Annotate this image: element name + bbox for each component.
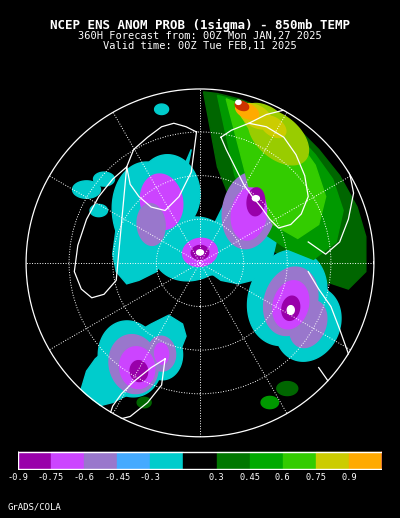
Polygon shape xyxy=(315,230,336,261)
Text: 0.6: 0.6 xyxy=(275,473,291,482)
Text: NCEP ENS ANOM PROB (1sigma) - 850mb TEMP: NCEP ENS ANOM PROB (1sigma) - 850mb TEMP xyxy=(50,19,350,32)
Polygon shape xyxy=(243,104,290,143)
Bar xyxy=(283,452,316,469)
Bar xyxy=(18,452,382,469)
FancyArrow shape xyxy=(382,452,396,470)
Polygon shape xyxy=(276,287,341,361)
Polygon shape xyxy=(154,343,169,364)
Polygon shape xyxy=(141,327,182,380)
Polygon shape xyxy=(112,162,190,266)
Polygon shape xyxy=(252,196,259,201)
Text: -0.3: -0.3 xyxy=(140,473,161,482)
Text: 0.75: 0.75 xyxy=(305,473,326,482)
Polygon shape xyxy=(231,188,266,240)
Polygon shape xyxy=(204,92,366,289)
Bar xyxy=(51,452,84,469)
FancyArrow shape xyxy=(4,452,18,470)
Polygon shape xyxy=(113,149,191,284)
Polygon shape xyxy=(196,250,204,255)
Polygon shape xyxy=(90,205,108,217)
Text: Valid time: 00Z Tue FEB,11 2025: Valid time: 00Z Tue FEB,11 2025 xyxy=(103,41,297,51)
Polygon shape xyxy=(140,174,183,229)
Text: 0.45: 0.45 xyxy=(239,473,260,482)
Bar xyxy=(117,452,150,469)
Polygon shape xyxy=(261,396,278,409)
Text: 0.3: 0.3 xyxy=(209,473,224,482)
Polygon shape xyxy=(94,172,114,186)
Polygon shape xyxy=(264,267,318,336)
Polygon shape xyxy=(287,306,294,314)
Polygon shape xyxy=(249,110,308,165)
Bar xyxy=(316,452,349,469)
Polygon shape xyxy=(247,188,265,215)
Polygon shape xyxy=(137,155,200,232)
Polygon shape xyxy=(109,335,158,394)
Polygon shape xyxy=(191,246,209,260)
Polygon shape xyxy=(273,281,309,329)
Polygon shape xyxy=(306,284,324,305)
Polygon shape xyxy=(236,103,258,119)
Polygon shape xyxy=(182,233,235,275)
Bar xyxy=(150,452,184,469)
Polygon shape xyxy=(226,99,326,238)
Polygon shape xyxy=(312,193,340,235)
Polygon shape xyxy=(240,104,272,129)
Text: 360H Forecast from: 00Z Mon JAN,27 2025: 360H Forecast from: 00Z Mon JAN,27 2025 xyxy=(78,31,322,41)
Text: -0.75: -0.75 xyxy=(38,473,64,482)
Polygon shape xyxy=(282,296,300,320)
Polygon shape xyxy=(235,101,249,110)
Bar xyxy=(84,452,117,469)
Polygon shape xyxy=(277,382,298,396)
Polygon shape xyxy=(153,217,229,281)
Polygon shape xyxy=(81,315,186,406)
Polygon shape xyxy=(290,300,327,348)
Polygon shape xyxy=(209,149,291,284)
Text: GrADS/COLA: GrADS/COLA xyxy=(8,503,62,512)
Polygon shape xyxy=(248,250,327,346)
Text: -0.6: -0.6 xyxy=(74,473,95,482)
Text: -0.45: -0.45 xyxy=(104,473,130,482)
Polygon shape xyxy=(148,336,176,371)
Bar xyxy=(250,452,283,469)
Bar xyxy=(216,452,250,469)
Polygon shape xyxy=(120,347,155,388)
Polygon shape xyxy=(317,260,334,284)
Bar xyxy=(184,452,216,469)
Text: 0.9: 0.9 xyxy=(341,473,357,482)
Polygon shape xyxy=(137,397,151,408)
Polygon shape xyxy=(98,321,162,397)
Polygon shape xyxy=(222,172,276,249)
Polygon shape xyxy=(72,181,100,198)
Polygon shape xyxy=(183,238,217,266)
Polygon shape xyxy=(261,116,286,137)
Polygon shape xyxy=(318,202,333,226)
Polygon shape xyxy=(155,104,168,114)
Text: -0.9: -0.9 xyxy=(8,473,28,482)
Bar xyxy=(349,452,382,469)
Polygon shape xyxy=(26,89,374,437)
Polygon shape xyxy=(130,361,148,382)
Polygon shape xyxy=(218,95,343,260)
Bar xyxy=(18,452,51,469)
Polygon shape xyxy=(236,100,241,105)
Polygon shape xyxy=(137,204,165,246)
